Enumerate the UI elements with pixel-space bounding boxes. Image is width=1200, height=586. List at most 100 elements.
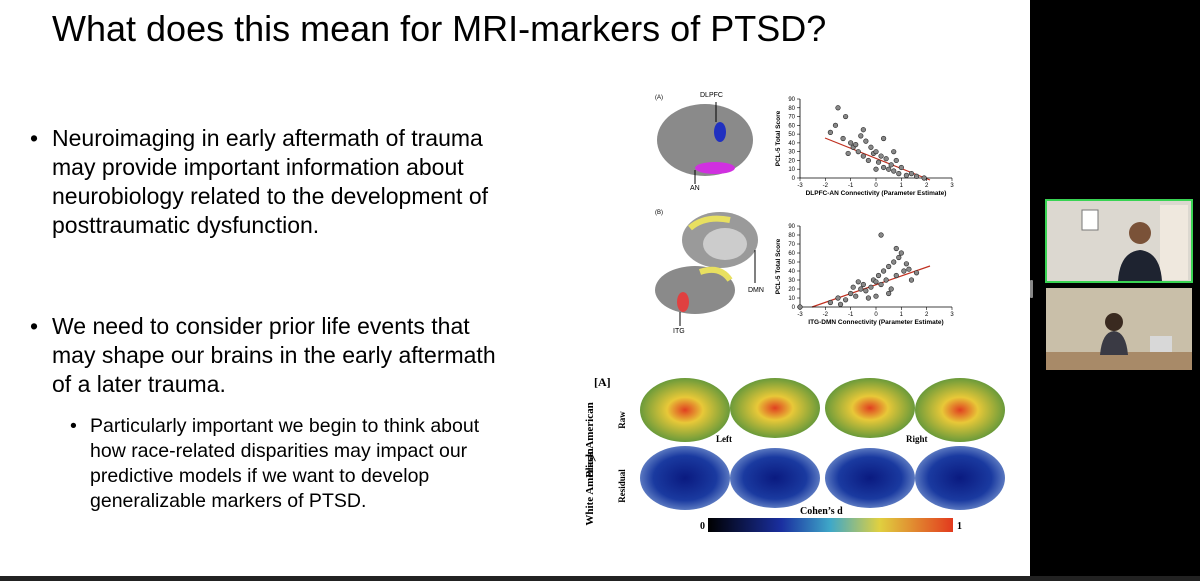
x-axis-label: DLPFC-AN Connectivity (Parameter Estimat… <box>806 190 947 197</box>
scatter-point <box>878 232 884 238</box>
y-tick-label: 60 <box>788 251 795 257</box>
y-tick-label: 90 <box>788 224 795 230</box>
scatter-point <box>837 301 844 307</box>
text-line: Particularly important we begin to think… <box>90 415 480 437</box>
x-tick-label: 2 <box>925 183 929 189</box>
text-line: neurobiology related to the development … <box>52 183 489 209</box>
y-tick-label: 30 <box>788 150 795 156</box>
scatter-point <box>891 168 897 174</box>
scatter-point <box>878 281 884 288</box>
x-tick-label: 3 <box>950 312 954 318</box>
text-line: predictive models if we want to develop <box>90 465 430 487</box>
group-label: Black American <box>584 402 596 477</box>
text-line: Neuroimaging in early aftermath of traum… <box>52 125 483 151</box>
scatter-point <box>860 281 866 288</box>
scatter-point <box>827 299 834 306</box>
scatter-point <box>855 149 861 155</box>
scatter-point <box>896 171 902 177</box>
scatter-point <box>840 135 846 142</box>
scatter-point <box>880 268 887 274</box>
scatter-point <box>860 127 866 133</box>
scatter-point <box>848 140 854 146</box>
scatter-point <box>888 286 894 292</box>
y-tick-label: 0 <box>792 176 796 182</box>
scatter-point <box>873 166 879 172</box>
picture <box>1081 209 1099 231</box>
y-axis-label: PCL-5 Total Score <box>775 238 782 294</box>
brain <box>825 378 915 438</box>
y-tick-label: 80 <box>788 233 795 239</box>
scatter-point <box>855 279 861 285</box>
scatter-point <box>886 166 892 172</box>
bullet: • Neuroimaging in early aftermath of tra… <box>30 125 489 238</box>
scatter-point <box>880 164 887 171</box>
x-tick-label: 3 <box>950 183 954 189</box>
fit-line <box>824 137 931 181</box>
brain <box>915 378 1005 442</box>
colorbar-max: 1 <box>957 521 962 532</box>
scatter-point <box>873 293 879 299</box>
panel-tag: (A) <box>655 95 663 101</box>
laptop <box>1150 336 1172 352</box>
brain <box>640 378 730 442</box>
region <box>688 215 731 231</box>
region <box>699 266 733 282</box>
scatter-point <box>832 122 839 128</box>
brain <box>825 448 915 508</box>
scatter-point <box>901 268 907 274</box>
region <box>695 162 735 174</box>
scatter-point <box>893 245 899 252</box>
scatter-point <box>898 250 904 256</box>
comparison: > <box>586 454 601 462</box>
region <box>714 122 726 142</box>
scatter-point <box>850 284 856 290</box>
panel-tag: [A] <box>594 375 611 389</box>
y-tick-label: 90 <box>788 97 795 103</box>
door <box>1160 205 1188 280</box>
brain <box>915 446 1005 510</box>
sub-bullet: • Particularly important we begin to thi… <box>70 415 480 512</box>
row-label: Residual <box>617 469 627 503</box>
brain <box>730 448 820 508</box>
text-line: may provide important information about <box>52 154 464 180</box>
scatter-point <box>853 142 859 148</box>
person <box>1100 331 1128 355</box>
scatter-point <box>860 153 866 159</box>
scatter-point <box>891 149 897 155</box>
y-tick-label: 0 <box>792 305 796 311</box>
x-tick-label: 0 <box>874 183 878 189</box>
group-label: White American <box>584 448 596 525</box>
scatter-point <box>883 156 889 162</box>
slide: What does this mean for MRI-markers of P… <box>30 8 1005 532</box>
scatter-point <box>893 272 899 279</box>
scatter-point <box>865 157 872 164</box>
y-tick-label: 10 <box>788 296 795 302</box>
y-tick-label: 30 <box>788 278 795 284</box>
x-tick-label: 2 <box>925 312 929 318</box>
scatter-point <box>842 113 849 120</box>
row-label: Raw <box>617 411 627 429</box>
y-tick-label: 50 <box>788 260 795 266</box>
video-tiles <box>1030 199 1193 370</box>
scatter-point <box>853 293 859 299</box>
y-tick-label: 60 <box>788 123 795 129</box>
scatter-point <box>873 279 879 285</box>
x-tick-label: -2 <box>823 312 829 318</box>
scatter-point <box>845 150 851 157</box>
y-tick-label: 20 <box>788 158 795 164</box>
region-label: DMN <box>748 287 764 294</box>
text-line: how race-related disparities may impact … <box>90 440 468 462</box>
scatter-point <box>842 297 849 303</box>
resize-handle[interactable] <box>1030 280 1033 298</box>
scatter-point <box>858 286 864 292</box>
text-line: posttraumatic dysfunction. <box>52 212 320 238</box>
y-tick-label: 40 <box>788 269 795 275</box>
x-tick-label: -3 <box>797 312 803 318</box>
scatter-point <box>906 266 912 272</box>
text-line: generalizable markers of PTSD. <box>90 490 367 512</box>
colorbar-label: Cohen’s d <box>800 506 843 517</box>
scatter-point <box>886 263 892 270</box>
scatter-point <box>903 261 910 267</box>
y-tick-label: 20 <box>788 287 795 293</box>
region-label: AN <box>690 185 700 192</box>
